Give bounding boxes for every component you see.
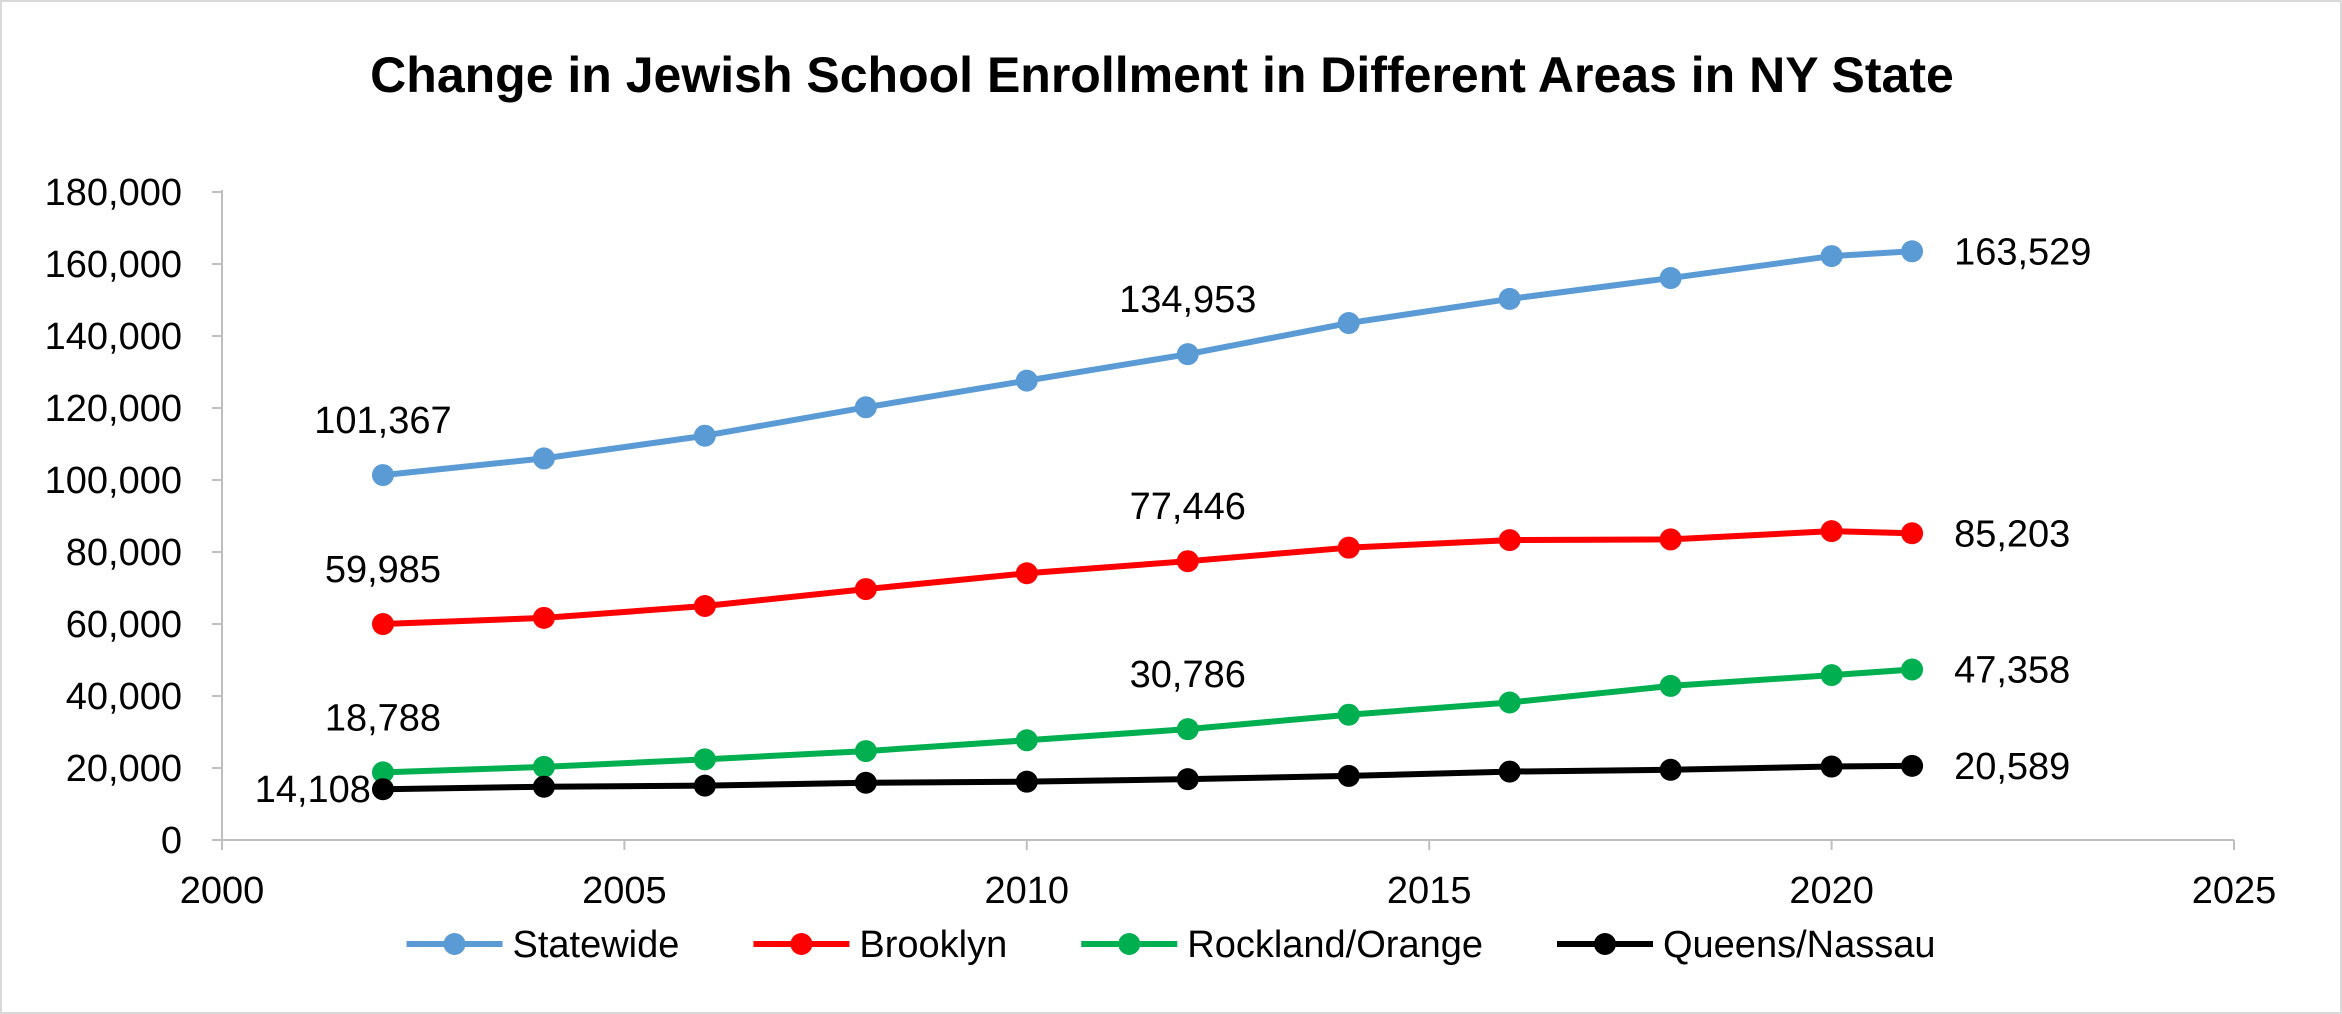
data-point-brooklyn: [1176, 550, 1199, 573]
data-point-rockland-orange: [1015, 729, 1038, 752]
data-label-statewide: 134,953: [1119, 279, 1256, 321]
data-label-rockland-orange: 18,788: [325, 697, 441, 739]
series-layer: [371, 240, 1924, 801]
data-point-brooklyn: [1498, 529, 1521, 552]
data-point-statewide: [1820, 245, 1843, 268]
data-point-brooklyn: [532, 606, 555, 629]
data-label-brooklyn: 85,203: [1954, 513, 2070, 555]
data-point-brooklyn: [1820, 520, 1843, 543]
data-point-rockland-orange: [693, 748, 716, 771]
data-label-brooklyn: 77,446: [1130, 486, 1246, 528]
data-point-rockland-orange: [371, 761, 394, 784]
data-label-statewide: 163,529: [1954, 231, 2091, 273]
y-tick-label: 160,000: [45, 244, 182, 286]
data-label-queens-nassau: 20,589: [1954, 746, 2070, 788]
data-point-rockland-orange: [1659, 674, 1682, 697]
data-point-statewide: [1498, 287, 1521, 310]
y-tick-label: 100,000: [45, 460, 182, 502]
series-rockland-orange: [371, 658, 1924, 784]
data-point-rockland-orange: [1820, 664, 1843, 687]
y-tick-label: 0: [161, 820, 182, 862]
data-label-queens-nassau: 14,108: [255, 769, 371, 811]
x-tick-label: 2025: [2192, 870, 2277, 912]
data-point-brooklyn: [371, 613, 394, 636]
data-point-rockland-orange: [1337, 703, 1360, 726]
legend-marker: [790, 933, 813, 955]
data-point-rockland-orange: [854, 740, 877, 763]
data-point-queens-nassau: [693, 774, 716, 797]
data-point-brooklyn: [1901, 522, 1924, 545]
data-point-queens-nassau: [1659, 758, 1682, 781]
data-label-rockland-orange: 47,358: [1954, 650, 2070, 692]
data-point-statewide: [532, 447, 555, 470]
legend-item-rockland-orange: Rockland/Orange: [1081, 924, 1483, 966]
legend-item-brooklyn: Brooklyn: [753, 924, 1007, 966]
legend: Statewide Brooklyn Rockland/Orange Queens/N…: [406, 924, 1936, 966]
y-tick-label: 140,000: [45, 316, 182, 358]
data-point-statewide: [1659, 267, 1682, 290]
data-point-rockland-orange: [532, 755, 555, 778]
data-label-brooklyn: 59,985: [325, 549, 441, 591]
series-line-queens-nassau: [379, 762, 1916, 793]
axes: 0 20,000 40,000 60,000 80,000 100,000 120,000 1…: [45, 172, 2277, 912]
legend-item-statewide: Statewide: [406, 924, 680, 966]
x-tick-label: 2015: [1387, 870, 1472, 912]
legend-label: Brooklyn: [859, 924, 1007, 966]
x-tick-label: 2010: [985, 870, 1070, 912]
series-statewide: [371, 240, 1924, 487]
series-line-brooklyn: [379, 528, 1916, 628]
data-point-queens-nassau: [371, 778, 394, 801]
data-point-queens-nassau: [854, 771, 877, 794]
data-point-brooklyn: [693, 595, 716, 617]
data-point-queens-nassau: [1337, 764, 1360, 787]
data-point-brooklyn: [1015, 562, 1038, 585]
data-point-statewide: [693, 424, 716, 447]
legend-label: Rockland/Orange: [1187, 924, 1483, 966]
y-tick-label: 180,000: [45, 172, 182, 214]
data-point-rockland-orange: [1901, 658, 1924, 681]
chart-title: Change in Jewish School Enrollment in Di…: [370, 47, 1954, 103]
legend-marker: [1118, 933, 1141, 955]
data-point-brooklyn: [1659, 528, 1682, 551]
data-point-statewide: [854, 396, 877, 419]
data-labels: 101,367 134,953 163,529 59,985 77,446 85,203 1…: [255, 231, 2092, 811]
legend-marker: [1593, 933, 1616, 955]
data-point-queens-nassau: [1901, 754, 1924, 777]
data-point-statewide: [1901, 240, 1924, 263]
x-tick-label: 2000: [180, 870, 265, 912]
data-point-queens-nassau: [1176, 768, 1199, 791]
legend-marker: [443, 933, 466, 955]
data-point-statewide: [1015, 369, 1038, 392]
legend-item-queens-nassau: Queens/Nassau: [1556, 924, 1936, 966]
y-tick-label: 120,000: [45, 388, 182, 430]
data-point-queens-nassau: [1820, 755, 1843, 778]
data-label-statewide: 101,367: [314, 400, 451, 442]
y-tick-label: 20,000: [66, 748, 182, 790]
series-queens-nassau: [371, 754, 1924, 801]
x-tick-label: 2005: [582, 870, 667, 912]
data-point-brooklyn: [854, 578, 877, 601]
data-point-statewide: [1337, 312, 1360, 335]
x-tick-label: 2020: [1789, 870, 1874, 912]
series-brooklyn: [371, 520, 1924, 636]
data-point-brooklyn: [1337, 536, 1360, 559]
y-tick-label: 60,000: [66, 604, 182, 646]
legend-label: Queens/Nassau: [1663, 924, 1936, 966]
data-label-rockland-orange: 30,786: [1130, 654, 1246, 696]
data-point-rockland-orange: [1498, 691, 1521, 714]
data-point-rockland-orange: [1176, 718, 1199, 741]
data-point-statewide: [371, 464, 394, 487]
legend-label: Statewide: [513, 924, 680, 966]
y-tick-label: 80,000: [66, 532, 182, 574]
data-point-queens-nassau: [1015, 770, 1038, 793]
data-point-queens-nassau: [1498, 760, 1521, 783]
data-point-statewide: [1176, 343, 1199, 366]
data-point-queens-nassau: [532, 775, 555, 798]
y-tick-label: 40,000: [66, 676, 182, 718]
